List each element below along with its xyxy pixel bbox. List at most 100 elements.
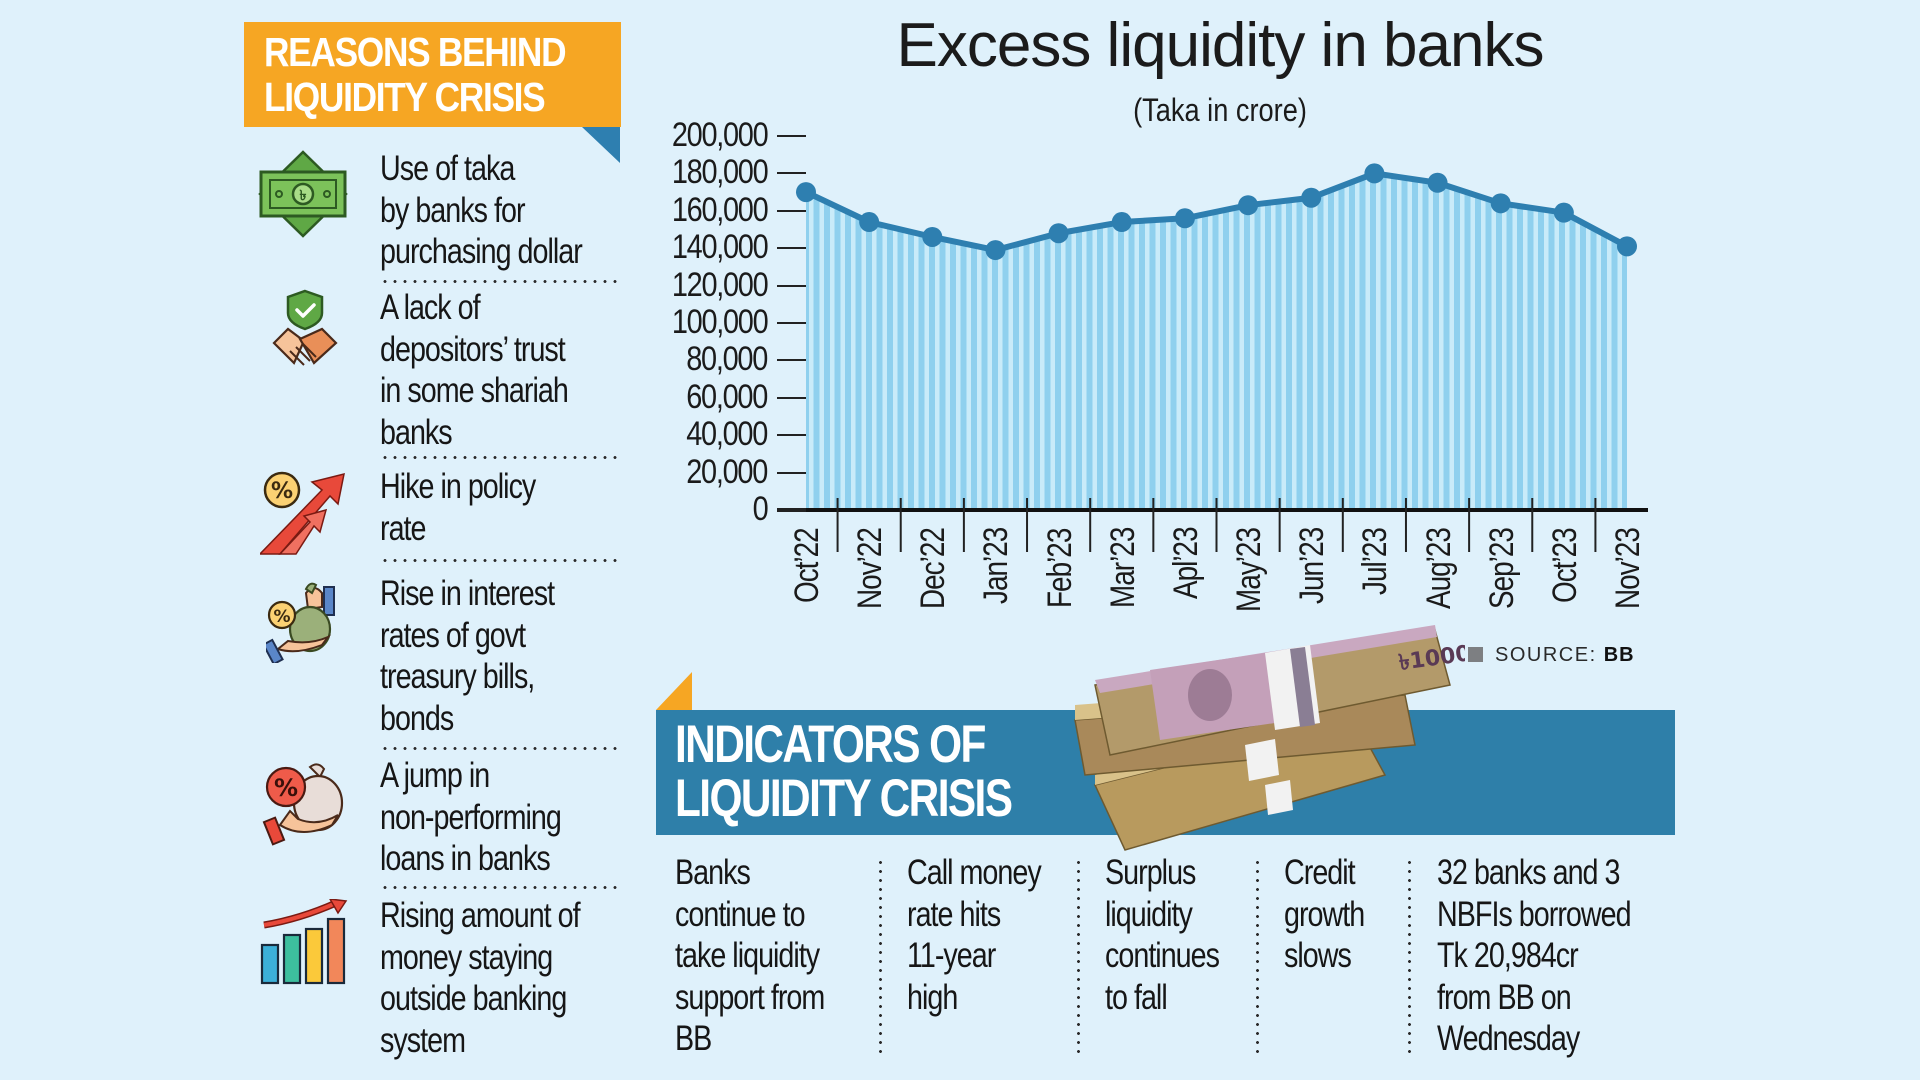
data-point-marker [1364, 163, 1385, 184]
y-tick-label: 20,000 [686, 452, 768, 491]
data-point-marker [1617, 236, 1637, 257]
reason-line: non-performing [380, 797, 562, 837]
reason-line: rates of govt [380, 615, 526, 655]
svg-text:%: % [273, 607, 290, 627]
dotted-divider [380, 747, 620, 750]
y-tick-mark [777, 508, 806, 512]
data-point-marker [1238, 195, 1259, 216]
reason-line: Hike in policy [380, 467, 536, 506]
indicator-item: 32 banks and 3 NBFIs borrowed Tk 20,984c… [1437, 852, 1632, 1060]
data-line [804, 170, 1629, 254]
x-tick-label: Mar’23 [1103, 527, 1142, 609]
svg-text:৳: ৳ [300, 188, 307, 204]
indicator-item: Call money rate hits 11-year high [907, 852, 1042, 1018]
vertical-dotted-divider [1077, 858, 1080, 1058]
y-tick-label: 200,000 [671, 116, 768, 154]
reason-item-policy-rate: % Hike in policy rate [258, 466, 628, 556]
indicator-line: slows [1284, 936, 1352, 975]
indicator-line: rate hits [907, 894, 1001, 934]
reason-line: by banks for [380, 190, 526, 230]
reasons-title-line-2: LIQUIDITY CRISIS [264, 74, 546, 120]
reason-item-money-outside-banks: Rising amount of money staying outside b… [258, 895, 628, 1065]
reason-item-npl-jump: % A jump in non-performing loans in bank… [258, 755, 628, 885]
source-label: SOURCE: [1495, 644, 1597, 666]
y-tick-mark [777, 209, 806, 212]
reason-text: Rising amount of money staying outside b… [380, 895, 593, 1061]
x-tick-label: Oct’23 [1545, 527, 1584, 603]
reason-line: depositors’ trust [380, 329, 566, 369]
reason-item-treasury-rates: % Rise in interest rates of govt treasur… [258, 573, 628, 743]
dotted-divider [380, 559, 620, 562]
reasons-title-banner: REASONS BEHIND LIQUIDITY CRISIS [244, 22, 621, 127]
data-point-marker [922, 226, 943, 247]
y-tick-mark [777, 471, 806, 474]
indicator-line: Surplus [1105, 853, 1196, 892]
indicator-line: continue to [675, 894, 806, 934]
indicator-item: Credit growth slows [1284, 852, 1365, 977]
y-tick-label: 60,000 [686, 377, 768, 416]
reason-line: purchasing dollar [380, 232, 583, 271]
reason-line: system [380, 1020, 466, 1060]
indicator-line: NBFIs borrowed [1437, 894, 1632, 934]
data-markers [796, 163, 1637, 261]
indicator-line: high [907, 977, 958, 1017]
vertical-dotted-divider [879, 858, 882, 1058]
reason-text: A lack of depositors’ trust in some shar… [380, 287, 593, 453]
indicator-line: support from [675, 977, 825, 1017]
data-point-marker [1490, 193, 1511, 214]
rising-bar-chart-icon [260, 899, 348, 985]
taka-money-stack-icon: ৳1000 [1074, 625, 1465, 851]
indicator-line: Call money [907, 853, 1042, 892]
reason-text: Hike in policy rate [380, 466, 593, 549]
y-tick-mark [777, 434, 806, 437]
y-tick-label: 160,000 [671, 190, 768, 229]
y-tick-label: 180,000 [671, 153, 768, 192]
reason-line: in some shariah [380, 371, 569, 410]
vertical-dotted-divider [1408, 858, 1411, 1058]
banner-fold-triangle [656, 672, 692, 710]
reason-line: treasury bills, [380, 657, 535, 696]
x-tick-label: Oct’22 [788, 527, 826, 603]
taka-banknote-icon: ৳ [258, 150, 348, 238]
indicator-item: Banks continue to take liquidity support… [675, 852, 825, 1060]
y-tick-label: 0 [752, 490, 768, 528]
x-tick-label: Nov’23 [1609, 528, 1647, 610]
reason-text: A jump in non-performing loans in banks [380, 755, 593, 880]
legend-square-icon [1468, 647, 1483, 662]
indicator-line: Tk 20,984cr [1437, 936, 1579, 975]
svg-text:%: % [271, 479, 293, 504]
x-tick-label: Feb’23 [1040, 528, 1079, 608]
indicator-line: growth [1284, 894, 1365, 934]
y-tick-label: 120,000 [671, 265, 768, 304]
x-tick-label: Aug’23 [1419, 528, 1458, 610]
reason-line: Rise in interest [380, 574, 555, 613]
svg-text:%: % [274, 774, 298, 802]
reason-text: Use of taka by banks for purchasing doll… [380, 148, 593, 273]
data-point-marker [1048, 223, 1069, 244]
data-point-marker [796, 182, 816, 203]
x-axis-ticks [836, 498, 1597, 552]
data-point-marker [1174, 208, 1195, 229]
data-point-marker [1111, 212, 1132, 233]
reason-line: A jump in [380, 756, 490, 795]
reason-line: money staying [380, 937, 553, 977]
x-tick-label: May’23 [1230, 527, 1269, 612]
reason-item-taka-for-dollar: ৳ Use of taka by banks for purchasing do… [258, 148, 628, 278]
indicators-title-line-1: INDICATORS OF [675, 715, 986, 774]
x-tick-label: Apl’23 [1166, 527, 1205, 600]
source-legend: SOURCE: BB [1468, 644, 1635, 667]
y-tick-mark [777, 172, 806, 175]
indicator-line: 11-year [907, 936, 996, 975]
indicator-line: liquidity [1105, 894, 1193, 934]
data-point-marker [1301, 187, 1322, 208]
data-point-marker [1427, 172, 1448, 193]
reason-line: Use of taka [380, 149, 515, 188]
chart-title: Excess liquidity in banks [896, 11, 1545, 80]
indicators-title: INDICATORS OF LIQUIDITY CRISIS [675, 715, 1013, 826]
y-tick-mark [777, 284, 806, 287]
y-tick-mark [777, 359, 806, 362]
data-point-marker [1553, 202, 1574, 223]
indicator-item: Surplus liquidity continues to fall [1105, 852, 1220, 1018]
reason-line: banks [380, 412, 453, 452]
y-tick-label: 140,000 [671, 228, 768, 267]
